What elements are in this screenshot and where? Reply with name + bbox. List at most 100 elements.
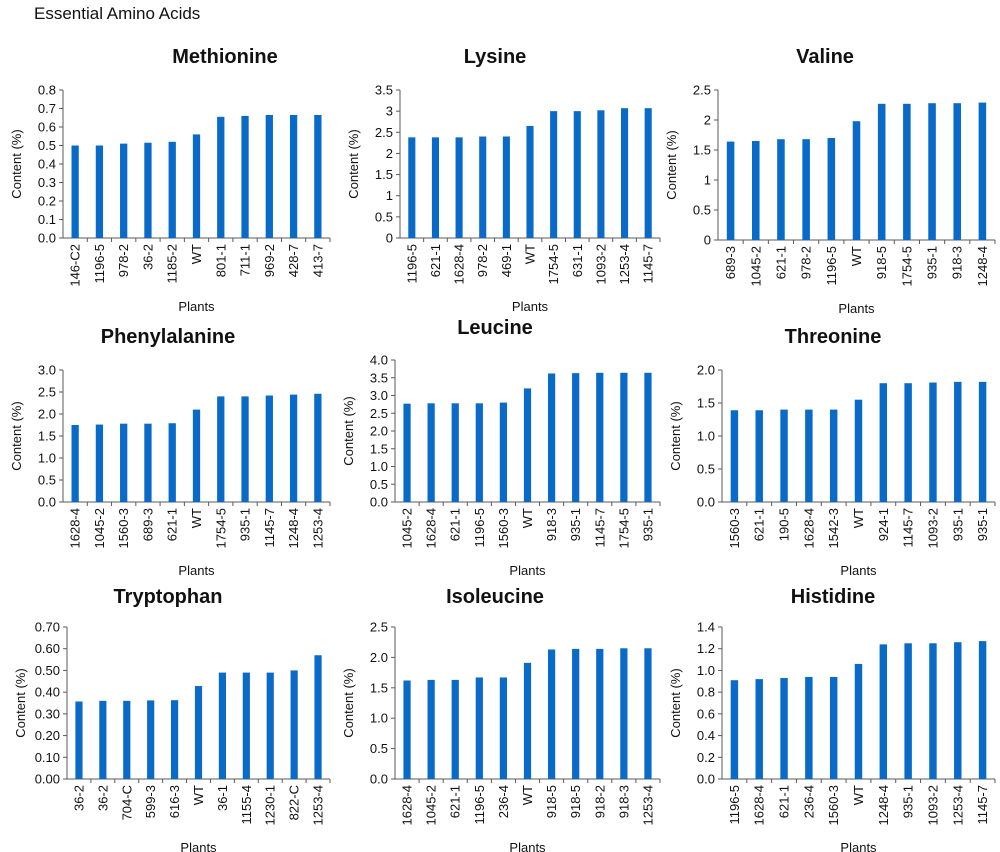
bar	[71, 425, 79, 502]
x-tick-label: 935-1	[640, 508, 655, 541]
x-tick-label: 978-2	[116, 244, 131, 277]
y-axis-label: Content (%)	[9, 129, 24, 198]
x-tick-label: 1754-5	[616, 508, 631, 548]
y-axis-label: Content (%)	[9, 401, 24, 470]
page-title: Essential Amino Acids	[34, 4, 201, 23]
x-tick-label: 1542-3	[826, 508, 841, 548]
bar	[408, 137, 416, 238]
x-tick-label: 1253-4	[310, 508, 325, 548]
y-tick-label: 2	[704, 113, 711, 128]
bar	[502, 136, 510, 238]
chart-threonine: Threonine 0.0 0.5 1.0 1.5 2.0 1560-3 621-1 190-5…	[668, 326, 996, 578]
chart-methionine: Methionine 0.0 0.1 0.2 0.3 0.4 0.5 0.6 0.7 0.8 146…	[9, 46, 331, 314]
x-tick-label: 1628-4	[801, 508, 816, 548]
chart-tryptophan: Tryptophan 0.00 0.10 0.20 0.30 0.40 0.50 0.60 0.…	[13, 586, 331, 852]
bar	[144, 423, 152, 502]
x-tick-label: 1560-3	[496, 508, 511, 548]
bar	[451, 403, 459, 502]
bar	[123, 700, 131, 779]
y-axis-label: Content (%)	[346, 129, 361, 198]
x-tick-label: 146-C2	[68, 244, 83, 287]
bar	[978, 102, 987, 240]
bar	[978, 641, 987, 779]
bar	[829, 676, 838, 779]
x-tick-label: 935-1	[925, 246, 940, 279]
x-tick-label: 621-1	[777, 785, 792, 818]
bar	[242, 672, 250, 779]
bar	[596, 648, 604, 779]
y-tick-label: 4.0	[370, 353, 388, 368]
bar	[147, 700, 155, 779]
y-tick-label: 3.5	[370, 370, 388, 385]
x-tick-label: 918-2	[592, 785, 607, 818]
bar	[644, 372, 652, 502]
x-tick-label: WT	[189, 508, 204, 528]
bar	[572, 373, 580, 502]
y-tick-label: 0.70	[35, 620, 60, 635]
x-tick-label: 822-C	[287, 785, 302, 820]
chart-title: Valine	[796, 46, 854, 68]
y-tick-label: 2	[386, 146, 393, 161]
x-tick-label: 413-7	[310, 244, 325, 277]
x-tick-label: 1230-1	[263, 785, 278, 825]
y-tick-label: 0.8	[697, 685, 715, 700]
y-tick-label: 1.4	[697, 620, 715, 635]
y-tick-label: 0.60	[35, 641, 60, 656]
bar	[954, 381, 962, 502]
bar	[751, 141, 760, 240]
y-tick-label: 2.0	[370, 650, 388, 665]
bar	[852, 121, 861, 240]
bar	[523, 388, 532, 502]
y-tick-label: 1.2	[697, 641, 715, 656]
y-tick-label: 1	[386, 188, 393, 203]
bar	[550, 111, 558, 238]
x-tick-label: 978-2	[799, 246, 814, 279]
x-tick-label: 621-1	[752, 508, 767, 541]
y-tick-label: 0.0	[697, 772, 715, 787]
y-tick-label: 0.1	[38, 212, 56, 227]
y-tick-label: 1.5	[697, 396, 715, 411]
x-tick-label: 236-4	[801, 785, 816, 818]
x-tick-label: 1196-5	[404, 244, 419, 284]
y-tick-label: 1.5	[370, 680, 388, 695]
chart-valine: Valine 0 0.5 1 1.5 2 2.5 689-3 1045-2 621-1 978-2 1…	[664, 46, 996, 316]
bar	[780, 678, 788, 779]
x-tick-label: 621-1	[448, 785, 463, 818]
x-tick-label: 1253-4	[311, 785, 326, 825]
x-tick-label: 621-1	[428, 244, 443, 277]
bar	[929, 382, 937, 502]
y-tick-label: 0.20	[35, 728, 60, 743]
x-tick-label: 1253-4	[640, 785, 655, 825]
x-tick-label: 1155-4	[239, 785, 254, 825]
bar	[455, 137, 463, 238]
x-tick-label: 918-5	[874, 246, 889, 279]
bar	[805, 409, 813, 502]
chart-title: Lysine	[464, 46, 527, 68]
chart-phenylalanine: Phenylalanine 0.0 0.5 1.0 1.5 2.0 2.5 3.0 1628-4…	[9, 326, 331, 578]
bar	[99, 700, 107, 779]
chart-lysine: Lysine 0 0.5 1 1.5 2 2.5 3 3.5 1196-5 621-1 1628-4 9…	[346, 46, 661, 314]
x-tick-label: 689-3	[723, 246, 738, 279]
y-tick-label: 0.2	[38, 194, 56, 209]
chart-title: Tryptophan	[114, 586, 223, 608]
x-tick-label: 1196-5	[472, 785, 487, 825]
x-tick-label: 801-1	[213, 244, 228, 277]
y-tick-label: 0.5	[38, 473, 56, 488]
bar	[241, 396, 249, 502]
y-axis-label: Content (%)	[668, 401, 683, 470]
x-tick-label: 1196-5	[824, 246, 839, 286]
y-tick-label: 0.5	[693, 203, 711, 218]
x-tick-label: 1196-5	[472, 508, 487, 548]
x-tick-label: 1628-4	[752, 785, 767, 825]
bar	[217, 396, 225, 502]
y-tick-label: 3.0	[38, 363, 56, 378]
bar	[451, 679, 459, 779]
bar	[780, 409, 788, 502]
chart-title: Phenylalanine	[101, 326, 236, 348]
bar	[805, 676, 813, 779]
bar	[621, 108, 629, 238]
y-tick-label: 1.0	[370, 711, 388, 726]
x-tick-label: 1253-4	[950, 785, 965, 825]
x-tick-label: 935-1	[901, 785, 916, 818]
bar	[171, 700, 179, 779]
